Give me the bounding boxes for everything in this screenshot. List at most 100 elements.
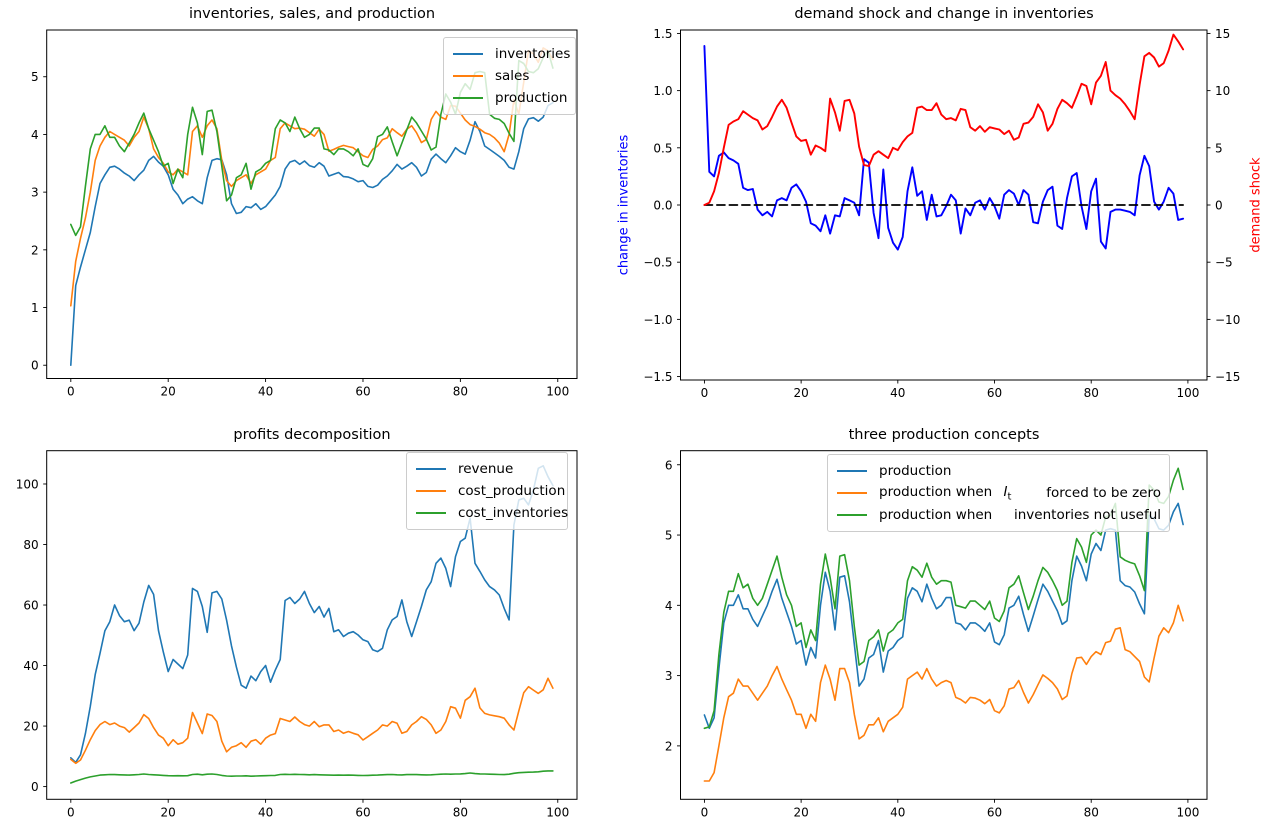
x-tick-label: 100 — [1176, 386, 1199, 400]
legend-label-right: inventories not useful — [1014, 507, 1161, 523]
line-swatch-icon — [416, 490, 446, 492]
series-line-cost-inventories — [70, 770, 554, 784]
x-tick-label: 100 — [546, 385, 569, 399]
series-line-change-in-inventories — [703, 45, 1185, 251]
y-tick-label: 4 — [31, 128, 39, 142]
series-line-production — [703, 502, 1184, 730]
y-right-tick-label: 15 — [1215, 27, 1230, 41]
panel4-title: three production concepts — [848, 427, 1040, 443]
legend-item: production — [837, 460, 1161, 482]
legend-label-part: production when — [879, 483, 993, 500]
legend-item: sales — [453, 65, 567, 87]
math-subscript: t — [1007, 491, 1012, 503]
series-line-revenue — [70, 464, 554, 764]
y-right-tick-label: 10 — [1215, 84, 1230, 98]
y-tick-label: 5 — [665, 529, 673, 543]
y-tick-label: 0.0 — [653, 199, 672, 213]
y-right-tick-label: 5 — [1215, 141, 1223, 155]
y-tick-label: 0 — [31, 780, 39, 794]
y-tick-label: −0.5 — [643, 256, 672, 270]
legend-label: production — [879, 463, 952, 479]
y-tick-label: 3 — [665, 669, 673, 683]
x-tick-label: 60 — [355, 805, 370, 819]
panel2-ylabel-left: change in inventories — [616, 134, 632, 276]
x-tick-label: 0 — [67, 385, 75, 399]
y-right-tick-label: 0 — [1215, 199, 1223, 213]
legend-item: revenue — [416, 458, 559, 480]
line-swatch-icon — [837, 470, 867, 472]
legend-label-right: forced to be zero — [1046, 485, 1161, 501]
y-tick-label: 1 — [31, 301, 39, 315]
y-tick-label: 0 — [31, 359, 39, 373]
x-tick-label: 80 — [1084, 805, 1099, 819]
y-tick-label: 80 — [23, 538, 38, 552]
math-variable: I — [1003, 483, 1008, 500]
series-line-demand-shock — [703, 33, 1185, 206]
line-swatch-icon — [453, 97, 483, 99]
y-tick-label: 0.5 — [653, 141, 672, 155]
y-tick-label: −1.0 — [643, 313, 672, 327]
panel1-legend: inventories sales production — [443, 37, 576, 115]
line-swatch-icon — [416, 468, 446, 470]
panel2-ylabel-right: demand shock — [1248, 157, 1264, 253]
y-tick-label: 40 — [23, 659, 38, 673]
legend-item: production — [453, 87, 568, 109]
x-tick-label: 80 — [453, 805, 468, 819]
x-tick-label: 0 — [701, 386, 709, 400]
legend-label: production when — [879, 507, 993, 523]
axes-spines — [680, 450, 1208, 800]
series-line-production-when-i-t-forced-to-be-zero — [703, 604, 1184, 782]
panel3-title: profits decomposition — [233, 427, 391, 443]
line-swatch-icon — [453, 75, 483, 77]
panel2-title: demand shock and change in inventories — [794, 6, 1094, 22]
x-tick-label: 0 — [701, 805, 709, 819]
axes-spines — [46, 450, 578, 800]
y-tick-label: 2 — [31, 243, 39, 257]
x-tick-label: 40 — [890, 805, 905, 819]
legend-label: production when It — [879, 484, 1011, 503]
y-tick-label: 1.5 — [653, 27, 672, 41]
x-tick-label: 60 — [355, 385, 370, 399]
line-swatch-icon — [837, 514, 867, 516]
legend-item: cost_production — [416, 480, 565, 502]
x-tick-label: 80 — [1084, 386, 1099, 400]
axes-spines — [46, 29, 578, 379]
panel3-legend: revenue cost_production cost_inventories — [406, 452, 568, 530]
legend-item: production when inventories not useful — [837, 504, 1161, 526]
x-tick-label: 20 — [793, 805, 808, 819]
legend-label: inventories — [495, 46, 571, 62]
y-tick-label: 4 — [665, 599, 673, 613]
x-tick-label: 0 — [67, 805, 75, 819]
legend-label: production — [495, 90, 568, 106]
x-tick-label: 20 — [161, 385, 176, 399]
x-tick-label: 40 — [890, 386, 905, 400]
x-tick-label: 20 — [161, 805, 176, 819]
line-swatch-icon — [453, 53, 483, 55]
series-line-cost-production — [70, 677, 554, 765]
legend-item: cost_inventories — [416, 502, 568, 524]
x-tick-label: 60 — [987, 805, 1002, 819]
y-right-tick-label: −10 — [1215, 313, 1240, 327]
legend-label: cost_inventories — [458, 505, 569, 521]
series-line-inventories — [70, 101, 554, 367]
y-tick-label: 100 — [16, 477, 39, 491]
y-tick-label: 2 — [665, 739, 673, 753]
x-tick-label: 40 — [258, 805, 273, 819]
y-tick-label: 60 — [23, 599, 38, 613]
legend-label: cost_production — [458, 483, 566, 499]
y-tick-label: −1.5 — [643, 370, 672, 384]
line-swatch-icon — [416, 512, 446, 514]
legend-item: production when It forced to be zero — [837, 482, 1161, 504]
x-tick-label: 20 — [793, 386, 808, 400]
x-tick-label: 100 — [1176, 805, 1199, 819]
y-tick-label: 20 — [23, 720, 38, 734]
x-tick-label: 100 — [546, 805, 569, 819]
line-swatch-icon — [837, 492, 867, 494]
y-tick-label: 6 — [665, 458, 673, 472]
panel4-legend: production production when It forced to … — [827, 454, 1170, 532]
panel1-title: inventories, sales, and production — [188, 6, 436, 22]
y-tick-label: 1.0 — [653, 84, 672, 98]
y-right-tick-label: −5 — [1215, 256, 1233, 270]
